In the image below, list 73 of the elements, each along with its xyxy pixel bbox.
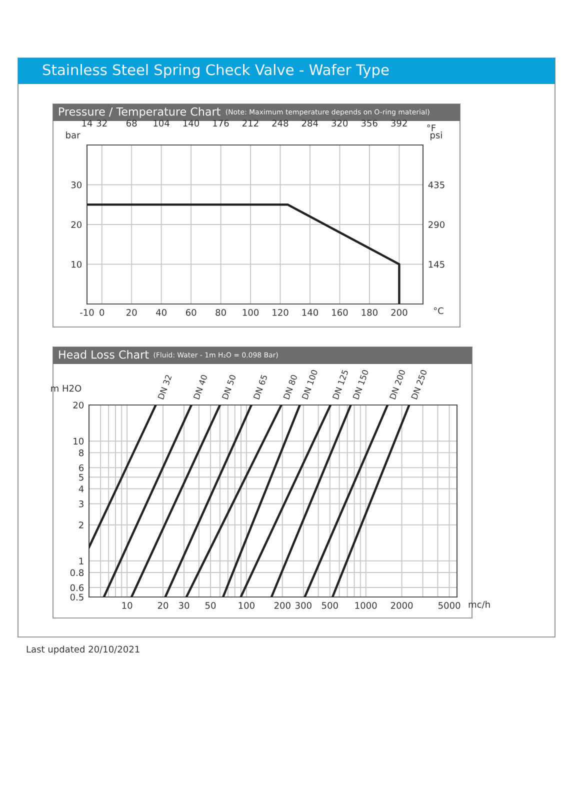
x-tick-label: 80 <box>216 309 226 316</box>
y2-tick-label: 435 <box>428 181 444 188</box>
x2-tick-label: 212 <box>242 120 258 126</box>
text: Last updated 20/10/2021 <box>26 646 140 654</box>
x-tick-label: 200 <box>274 602 290 609</box>
x-tick-label: 5000 <box>438 602 460 609</box>
x-tick-label: 2000 <box>390 602 413 609</box>
text: DN 40 <box>193 374 208 400</box>
text: DN 250 <box>411 369 428 400</box>
x2-tick-label: 68 <box>126 120 137 127</box>
x-tick-label: 10 <box>122 602 132 609</box>
x-tick-label: 40 <box>156 309 166 316</box>
x2-axis-title: °F <box>427 124 436 132</box>
text: Stainless Steel Spring Check Valve - Wafer Type <box>42 64 389 78</box>
x-tick-label: 120 <box>272 309 288 316</box>
y2-tick-label: 145 <box>428 261 444 268</box>
y-tick-label: 2 <box>79 522 84 528</box>
x2-tick-label: 248 <box>272 120 288 127</box>
y-tick-label: 4 <box>78 486 84 492</box>
x2-tick-label: 176 <box>213 120 229 127</box>
y-tick-label: 20 <box>73 402 84 409</box>
x-tick-label: 140 <box>302 309 318 316</box>
x-tick-label: 100 <box>242 309 259 316</box>
x-tick-label: 20 <box>158 602 168 609</box>
x-tick-label: 500 <box>322 602 338 609</box>
x2-tick-label: 392 <box>391 120 407 127</box>
y-tick-label: 1 <box>79 558 84 564</box>
x-tick-label: 30 <box>178 602 190 609</box>
x-tick-label: 1000 <box>355 602 377 609</box>
x2-tick-label: 140 <box>183 120 200 127</box>
x-tick-label: 180 <box>362 309 378 316</box>
text: DN 80 <box>283 374 298 400</box>
x-tick-label: 300 <box>295 602 312 609</box>
x2-tick-label: 356 <box>361 120 378 127</box>
y2-axis-title: psi <box>430 131 442 140</box>
text: DN 100 <box>302 369 318 400</box>
y-tick-label: 20 <box>71 221 82 228</box>
x-tick-label: 60 <box>186 309 196 316</box>
y-tick-label: 10 <box>74 438 84 445</box>
x2-tick-label: 284 <box>302 120 318 127</box>
y-tick-label: 3 <box>79 500 84 508</box>
y-tick-label: 0.5 <box>70 594 84 601</box>
x2-tick-label: 104 <box>154 120 170 127</box>
text: DN 200 <box>389 369 406 400</box>
y-tick-label: 30 <box>71 181 82 188</box>
x-tick-label: -10 <box>80 309 94 316</box>
text: DN 32 <box>158 374 172 400</box>
y2-tick-label: 290 <box>428 221 444 228</box>
y-tick-label: 5 <box>79 474 84 481</box>
x-tick-label: 160 <box>332 309 348 316</box>
text: DN 150 <box>352 369 369 400</box>
x-tick-label: 200 <box>391 309 408 316</box>
text: DN 65 <box>253 374 268 400</box>
text: DN 50 <box>222 374 236 400</box>
chart-title: Pressure / Temperature Chart <box>59 107 220 118</box>
y-tick-label: 0.6 <box>70 584 84 592</box>
x2-tick-label: 32 <box>96 120 107 127</box>
x2-tick-label: 320 <box>332 120 348 127</box>
y-axis-title: m H2O <box>51 384 82 392</box>
x-axis-title: °C <box>434 307 444 314</box>
y-tick-label: 0.8 <box>70 569 84 576</box>
y-tick-label: 8 <box>79 449 84 456</box>
text: DN 125 <box>332 369 348 400</box>
y-axis-title: bar <box>66 131 80 138</box>
chart-title: Head Loss Chart <box>59 350 149 359</box>
x-tick-label: 100 <box>238 602 254 609</box>
y-tick-label: 10 <box>72 260 82 268</box>
y-tick-label: 6 <box>79 464 84 472</box>
x-axis-title: mc/h <box>468 600 490 609</box>
x-tick-label: 50 <box>205 602 216 609</box>
x-tick-label: 20 <box>126 309 137 316</box>
x2-tick-label: 14 <box>82 120 92 126</box>
x-tick-label: 0 <box>100 309 104 316</box>
